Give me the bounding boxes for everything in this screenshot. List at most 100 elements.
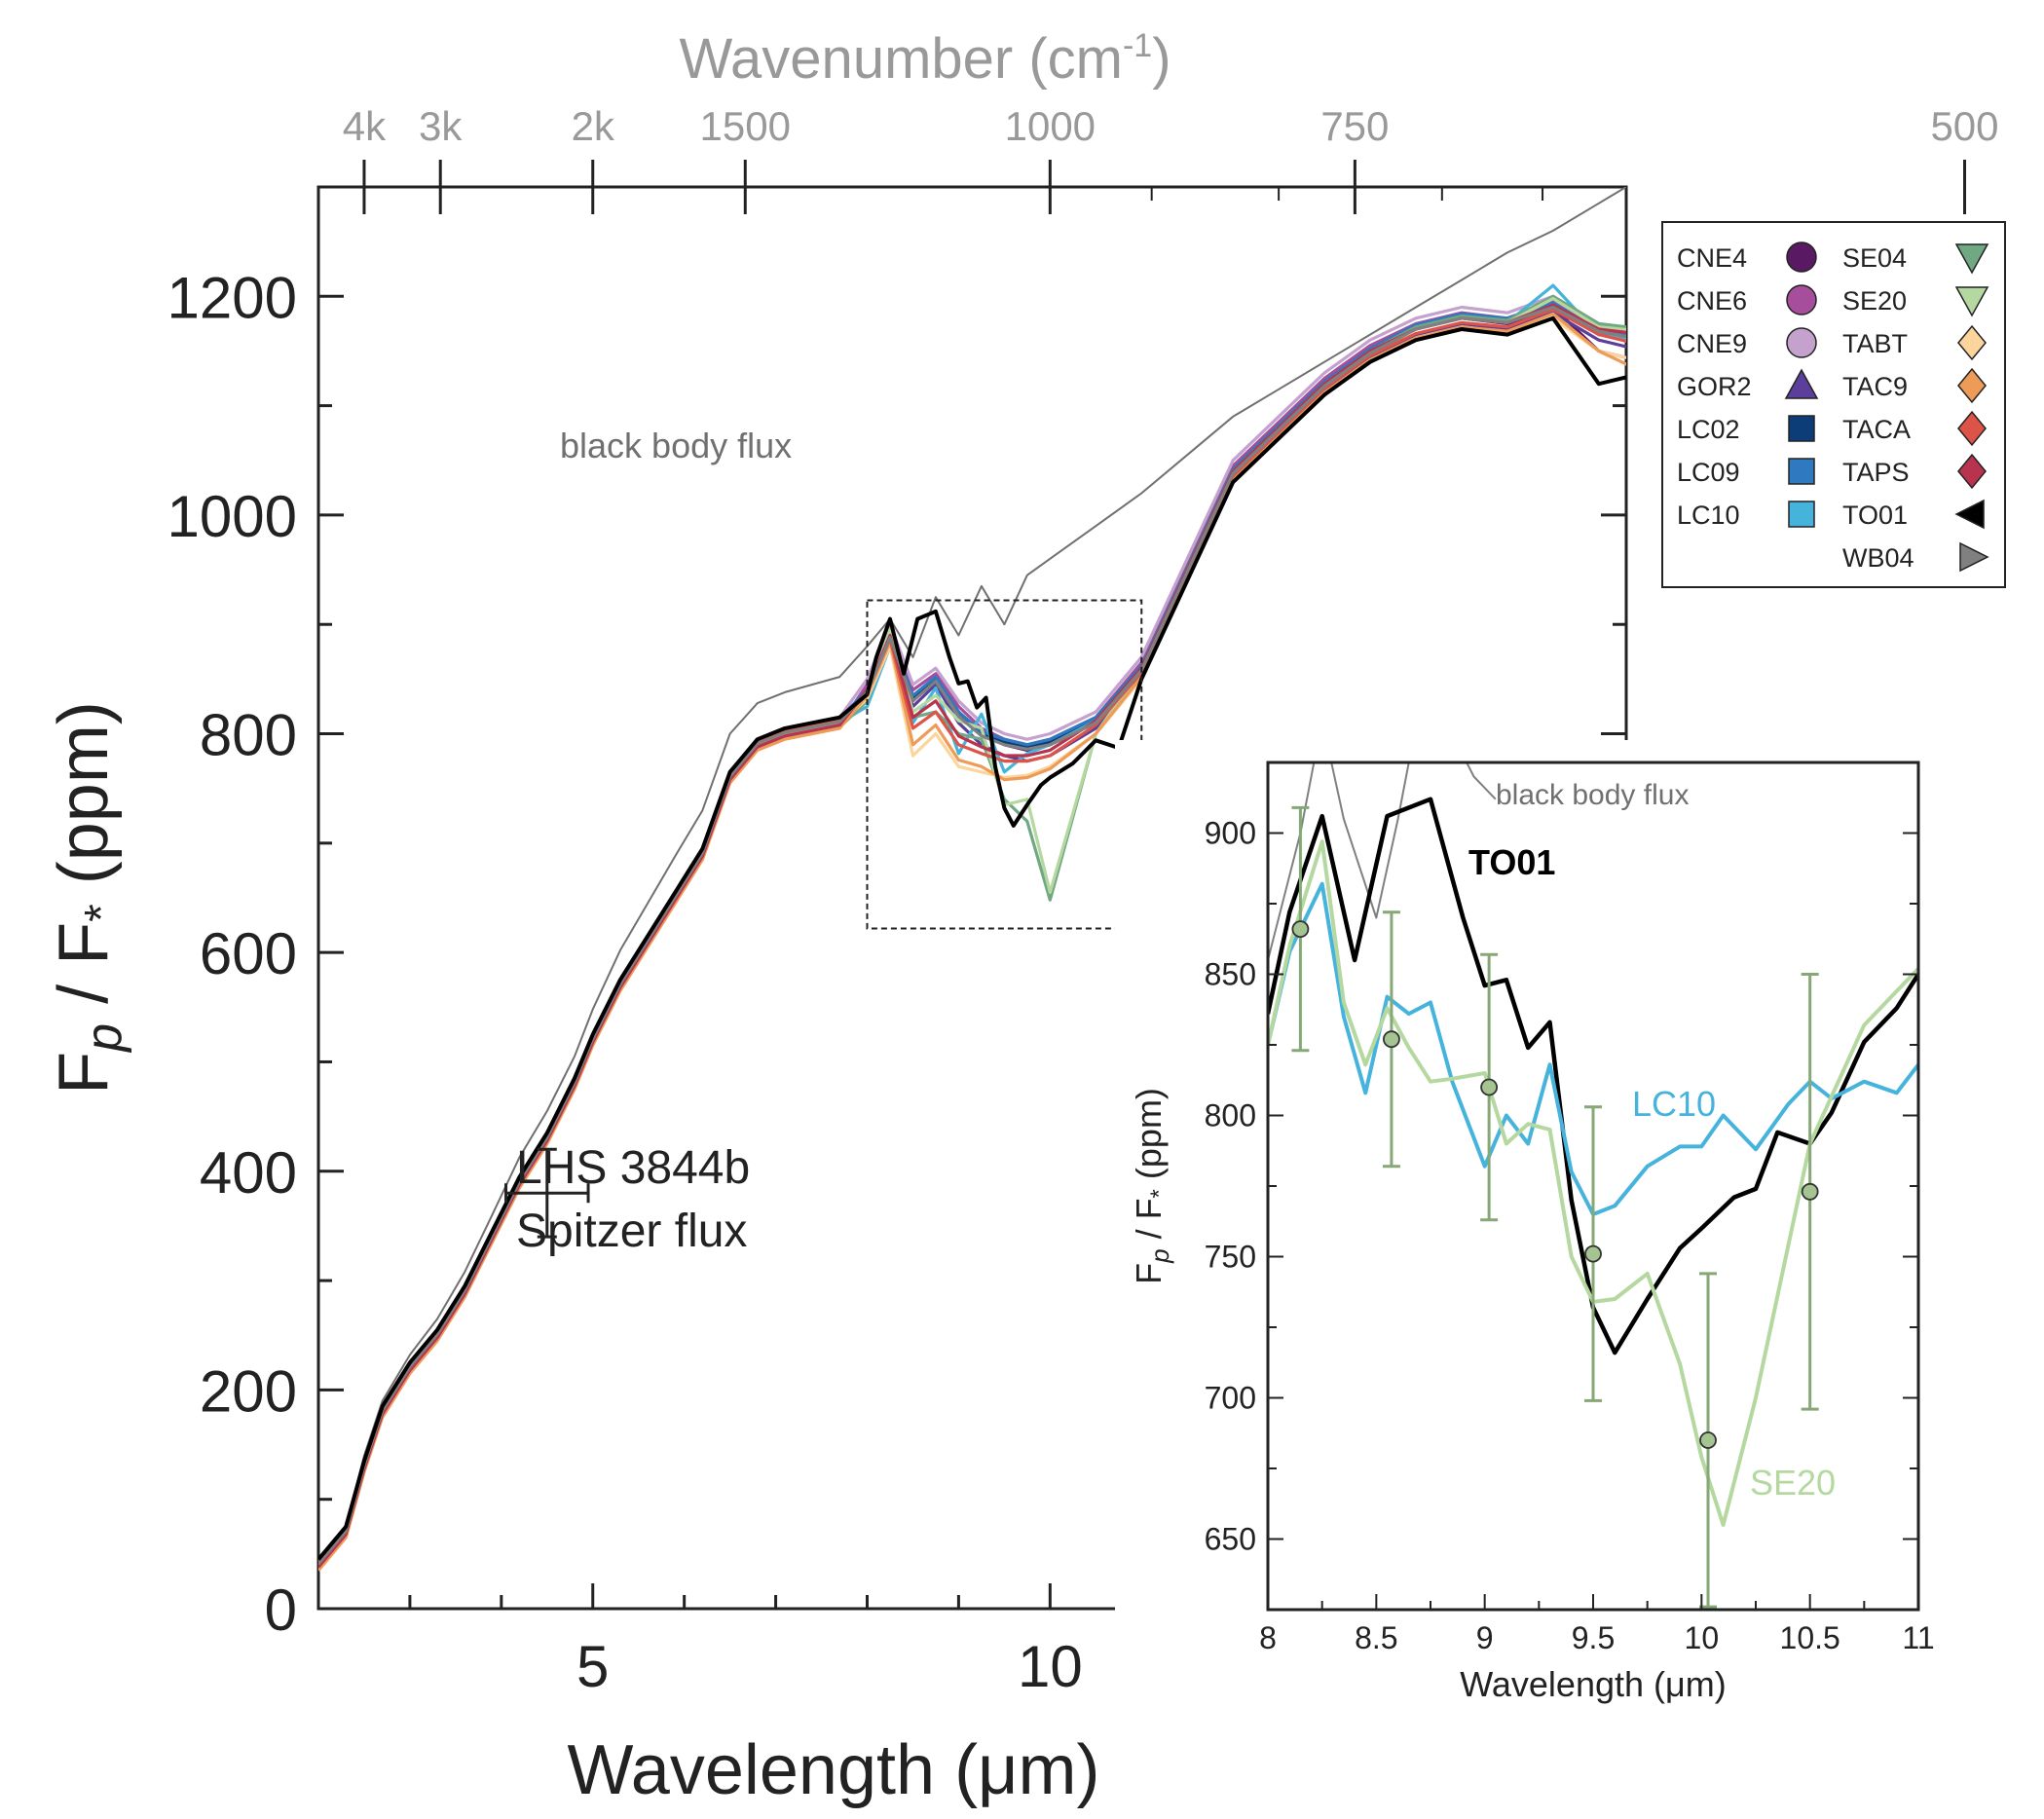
spitzer-label-line1: LHS 3844b bbox=[516, 1142, 750, 1194]
legend-marker-wb04 bbox=[1959, 541, 1989, 573]
legend-label-to01: TO01 bbox=[1842, 501, 1908, 530]
series-line-wb04 bbox=[318, 305, 1626, 1566]
y-tick-label: 400 bbox=[200, 1140, 297, 1206]
legend-label-se04: SE04 bbox=[1842, 243, 1907, 273]
inset-y-label-rest: / F bbox=[1129, 1198, 1169, 1248]
inset-points-group bbox=[1291, 805, 1819, 1609]
inset-y-tick-label: 700 bbox=[1205, 1381, 1256, 1416]
inset-data-point bbox=[1480, 1078, 1499, 1096]
main-top-axis-ticks: 4k3k2k15001000750500400 bbox=[343, 103, 1999, 214]
series-line-to01 bbox=[318, 316, 1626, 1561]
inset-y-label-unit: (ppm) bbox=[1129, 1088, 1169, 1189]
legend-label-cne4: CNE4 bbox=[1677, 243, 1747, 273]
legend-marker-taca bbox=[1957, 410, 1987, 447]
inset-line-black-body-flux bbox=[1268, 762, 1497, 961]
legend-marker-lc02 bbox=[1788, 415, 1815, 442]
legend-label-taca: TACA bbox=[1842, 415, 1911, 444]
legend-label-se20: SE20 bbox=[1842, 286, 1907, 316]
y-tick-label: 200 bbox=[200, 1358, 297, 1424]
main-y-label-rest: / F bbox=[45, 922, 123, 1023]
inset-line-se20 bbox=[1268, 839, 1918, 1527]
inset-data-point bbox=[1699, 1431, 1717, 1449]
main-y-label-sub: p bbox=[76, 1023, 132, 1054]
y-tick-label: 1200 bbox=[167, 265, 297, 330]
top-tick-label: 3k bbox=[419, 103, 463, 149]
legend-label-lc10: LC10 bbox=[1677, 501, 1740, 530]
main-y-label-unit: (ppm) bbox=[45, 701, 123, 904]
legend-marker-tabt bbox=[1957, 324, 1987, 361]
inset-y-tick-label: 900 bbox=[1205, 816, 1256, 851]
top-axis-label-text: Wavenumber (cm bbox=[679, 27, 1123, 91]
legend-label-cne9: CNE9 bbox=[1677, 329, 1747, 358]
legend-label-tac9: TAC9 bbox=[1842, 372, 1908, 401]
main-y-label-f: F bbox=[45, 1052, 123, 1095]
top-tick-label: 2k bbox=[572, 103, 615, 149]
x-tick-label: 5 bbox=[576, 1634, 609, 1699]
inset-data-point bbox=[1383, 1030, 1400, 1049]
top-axis-label-close: ) bbox=[1152, 27, 1171, 91]
top-axis-label-sup: -1 bbox=[1123, 27, 1152, 64]
spitzer-point bbox=[504, 1147, 590, 1239]
legend-items: CNE4 CNE6 CNE9 GOR2 LC02 LC09 LC10 SE04 SE20 TABT… bbox=[1677, 241, 1989, 573]
inset-y-tick-label: 750 bbox=[1205, 1240, 1256, 1275]
inset-x-tick-label: 9 bbox=[1476, 1620, 1494, 1655]
spitzer-label-line2: Spitzer flux bbox=[516, 1206, 747, 1257]
main-x-axis-label: Wavelength (μm) bbox=[568, 1731, 1100, 1809]
inset-label-to01: TO01 bbox=[1468, 842, 1555, 882]
top-tick-label: 1000 bbox=[1005, 103, 1096, 149]
y-tick-label: 0 bbox=[265, 1578, 297, 1643]
main-chart: 51015020040060080010001200 4k3k2k1500100… bbox=[45, 27, 1999, 1809]
legend-marker-tac9 bbox=[1957, 367, 1987, 404]
top-tick-label: 500 bbox=[1930, 103, 1998, 149]
blackbody-annotation: black body flux bbox=[560, 426, 792, 465]
legend-marker-se04 bbox=[1954, 243, 1989, 275]
inset-x-tick-label: 8 bbox=[1259, 1620, 1277, 1655]
inset-y-label-f: F bbox=[1129, 1263, 1169, 1284]
inset-data-point bbox=[1584, 1244, 1602, 1263]
inset-background bbox=[1115, 740, 1947, 1819]
legend-label-lc09: LC09 bbox=[1677, 458, 1740, 487]
top-axis-label: Wavenumber (cm-1) bbox=[679, 27, 1171, 91]
inset-x-tick-label: 8.5 bbox=[1355, 1620, 1397, 1655]
legend-label-lc02: LC02 bbox=[1677, 415, 1740, 444]
y-tick-label: 1000 bbox=[167, 484, 297, 549]
legend-label-gor2: GOR2 bbox=[1677, 372, 1752, 401]
inset-y-label-sub: p bbox=[1145, 1248, 1174, 1263]
inset-y-tick-label: 850 bbox=[1205, 957, 1256, 992]
legend-marker-cne4 bbox=[1786, 241, 1817, 273]
inset-x-tick-label: 11 bbox=[1902, 1620, 1934, 1655]
main-y-axis-label: Fp / F* (ppm) bbox=[45, 701, 132, 1095]
inset-data-point bbox=[1291, 920, 1310, 938]
inset-x-tick-label: 10.5 bbox=[1780, 1620, 1840, 1655]
inset-y-tick-label: 800 bbox=[1205, 1098, 1256, 1133]
top-tick-label: 4k bbox=[343, 103, 387, 149]
legend-marker-taps bbox=[1957, 453, 1987, 490]
inset-x-tick-label: 9.5 bbox=[1572, 1620, 1615, 1655]
inset-label-se20: SE20 bbox=[1750, 1463, 1836, 1503]
inset-label-lc10: LC10 bbox=[1632, 1084, 1716, 1124]
inset-chart: 8 8.5 9 9.5 10 10.5 11 650 700 750 800 850 900 black… bbox=[1115, 740, 1947, 1819]
legend-frame bbox=[1661, 221, 2006, 588]
legend-marker-cne6 bbox=[1786, 284, 1817, 316]
inset-axis-ticks: 8 8.5 9 9.5 10 10.5 11 650 700 750 800 850 900 bbox=[1205, 761, 1935, 1655]
inset-x-axis-label: Wavelength (μm) bbox=[1460, 1664, 1726, 1704]
main-y-label-star: * bbox=[76, 904, 128, 922]
legend-label-taps: TAPS bbox=[1842, 458, 1910, 487]
top-tick-label: 1500 bbox=[700, 103, 791, 149]
legend-marker-cne9 bbox=[1786, 327, 1817, 358]
top-tick-label: 750 bbox=[1320, 103, 1389, 149]
inset-label-blackbody: black body flux bbox=[1496, 779, 1689, 811]
inset-y-axis-label: Fp / F* (ppm) bbox=[1129, 1088, 1174, 1284]
legend-marker-lc10 bbox=[1788, 501, 1815, 528]
inset-y-tick-label: 650 bbox=[1205, 1522, 1256, 1557]
legend-marker-to01 bbox=[1954, 499, 1985, 530]
inset-data-point bbox=[1801, 1182, 1819, 1201]
y-tick-label: 800 bbox=[200, 703, 297, 768]
legend-label-wb04: WB04 bbox=[1842, 543, 1914, 573]
legend-marker-lc09 bbox=[1788, 458, 1815, 485]
main-series-group bbox=[318, 187, 1626, 1572]
x-tick-label: 10 bbox=[1018, 1634, 1083, 1699]
legend-marker-se20 bbox=[1954, 286, 1989, 317]
inset-line-lc10 bbox=[1268, 881, 1918, 1216]
